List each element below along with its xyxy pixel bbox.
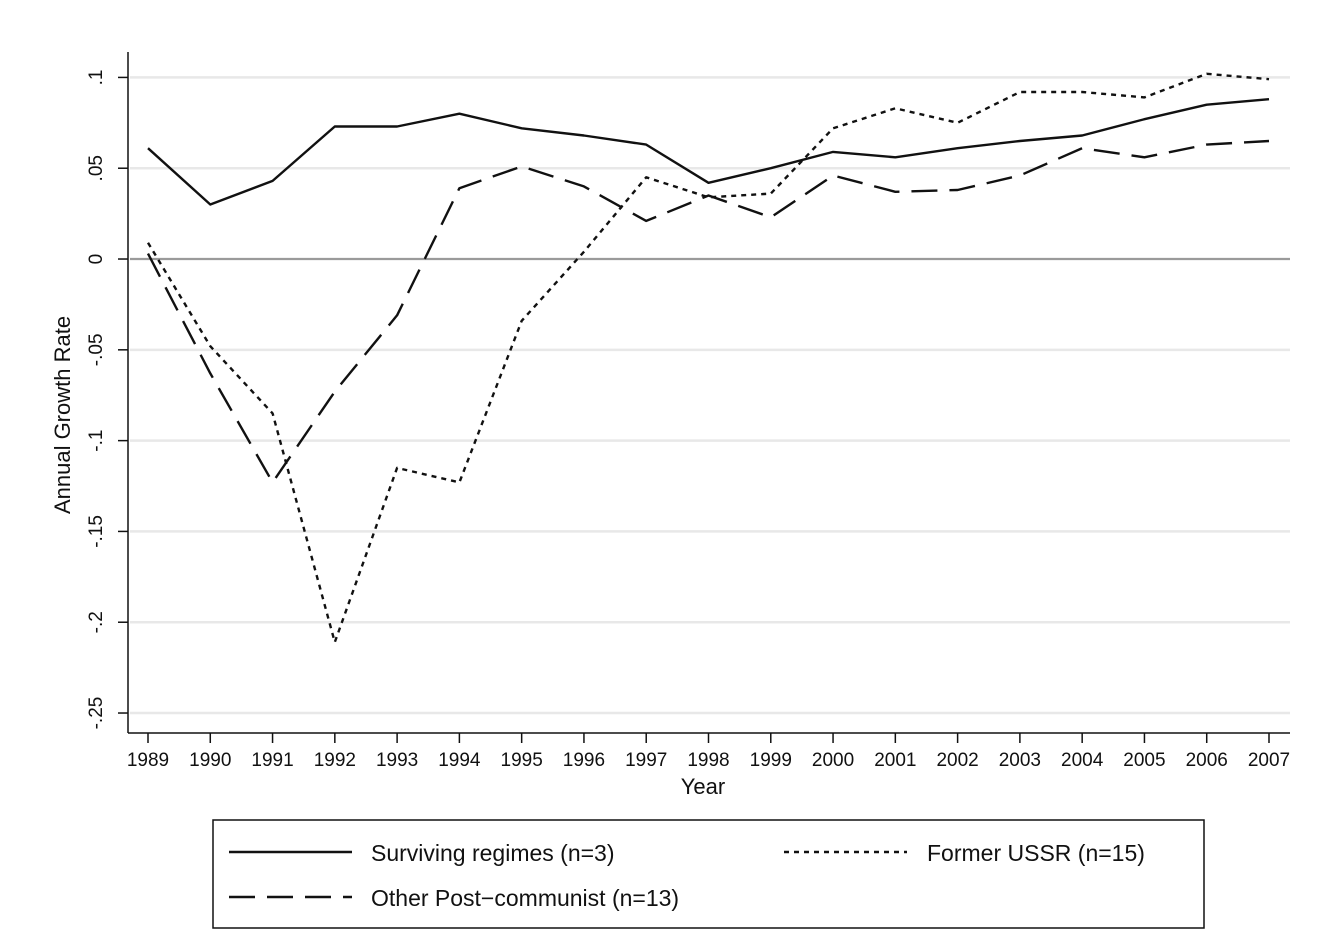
legend-label-other-post-communist: Other Post−communist (n=13) (371, 885, 679, 911)
y-tick-label-0: 0 (86, 254, 107, 265)
x-tick-label-2007: 2007 (1248, 750, 1290, 771)
x-tick-label-1997: 1997 (625, 750, 667, 771)
y-axis-title: Annual Growth Rate (50, 316, 75, 514)
x-tick-label-1994: 1994 (438, 750, 481, 771)
x-tick-label-1999: 1999 (750, 750, 792, 771)
y-tick-label-05: .05 (86, 155, 107, 181)
y-tick-label-1: -.1 (86, 430, 107, 452)
y-tick-label-1: .1 (86, 69, 107, 85)
x-tick-label-2006: 2006 (1186, 750, 1228, 771)
legend: Surviving regimes (n=3) Former USSR (n=1… (212, 819, 1205, 929)
x-tick-label-1995: 1995 (501, 750, 543, 771)
y-tick-label-2: -.2 (86, 611, 107, 633)
x-tick-label-1990: 1990 (189, 750, 231, 771)
x-tick-label-2005: 2005 (1123, 750, 1165, 771)
x-tick-label-1996: 1996 (563, 750, 605, 771)
legend-label-surviving: Surviving regimes (n=3) (371, 840, 615, 866)
series-line-other-post-communist-n-13 (146, 139, 1270, 484)
x-tick-label-2000: 2000 (812, 750, 854, 771)
x-tick-label-1998: 1998 (687, 750, 729, 771)
x-tick-label-1989: 1989 (127, 750, 169, 771)
x-axis-ticks: 1989 1990 1991 1992 1993 1994 1995 1996 1997 1998… (127, 733, 1290, 771)
legend-label-former-ussr: Former USSR (n=15) (927, 840, 1145, 866)
y-tick-label-05: -.05 (86, 333, 107, 366)
x-tick-label-1993: 1993 (376, 750, 418, 771)
x-tick-label-2003: 2003 (999, 750, 1041, 771)
x-tick-label-1991: 1991 (251, 750, 293, 771)
x-tick-label-1992: 1992 (314, 750, 356, 771)
y-tick-label-15: -.15 (86, 515, 107, 548)
x-tick-label-2004: 2004 (1061, 750, 1104, 771)
series-line-former-ussr-n-15 (146, 72, 1270, 644)
gridlines (130, 76, 1290, 715)
y-tick-label-25: -.25 (86, 697, 107, 730)
x-tick-label-2001: 2001 (874, 750, 916, 771)
legend-box (212, 819, 1205, 929)
series-line-surviving-regimes-n-3 (147, 98, 1270, 206)
series-lines (146, 72, 1270, 644)
y-axis-ticks: .1 .05 0 -.05 -.1 -.15 -.2 -.25 (86, 69, 128, 729)
x-tick-label-2002: 2002 (936, 750, 978, 771)
x-axis-title: Year (681, 774, 725, 799)
